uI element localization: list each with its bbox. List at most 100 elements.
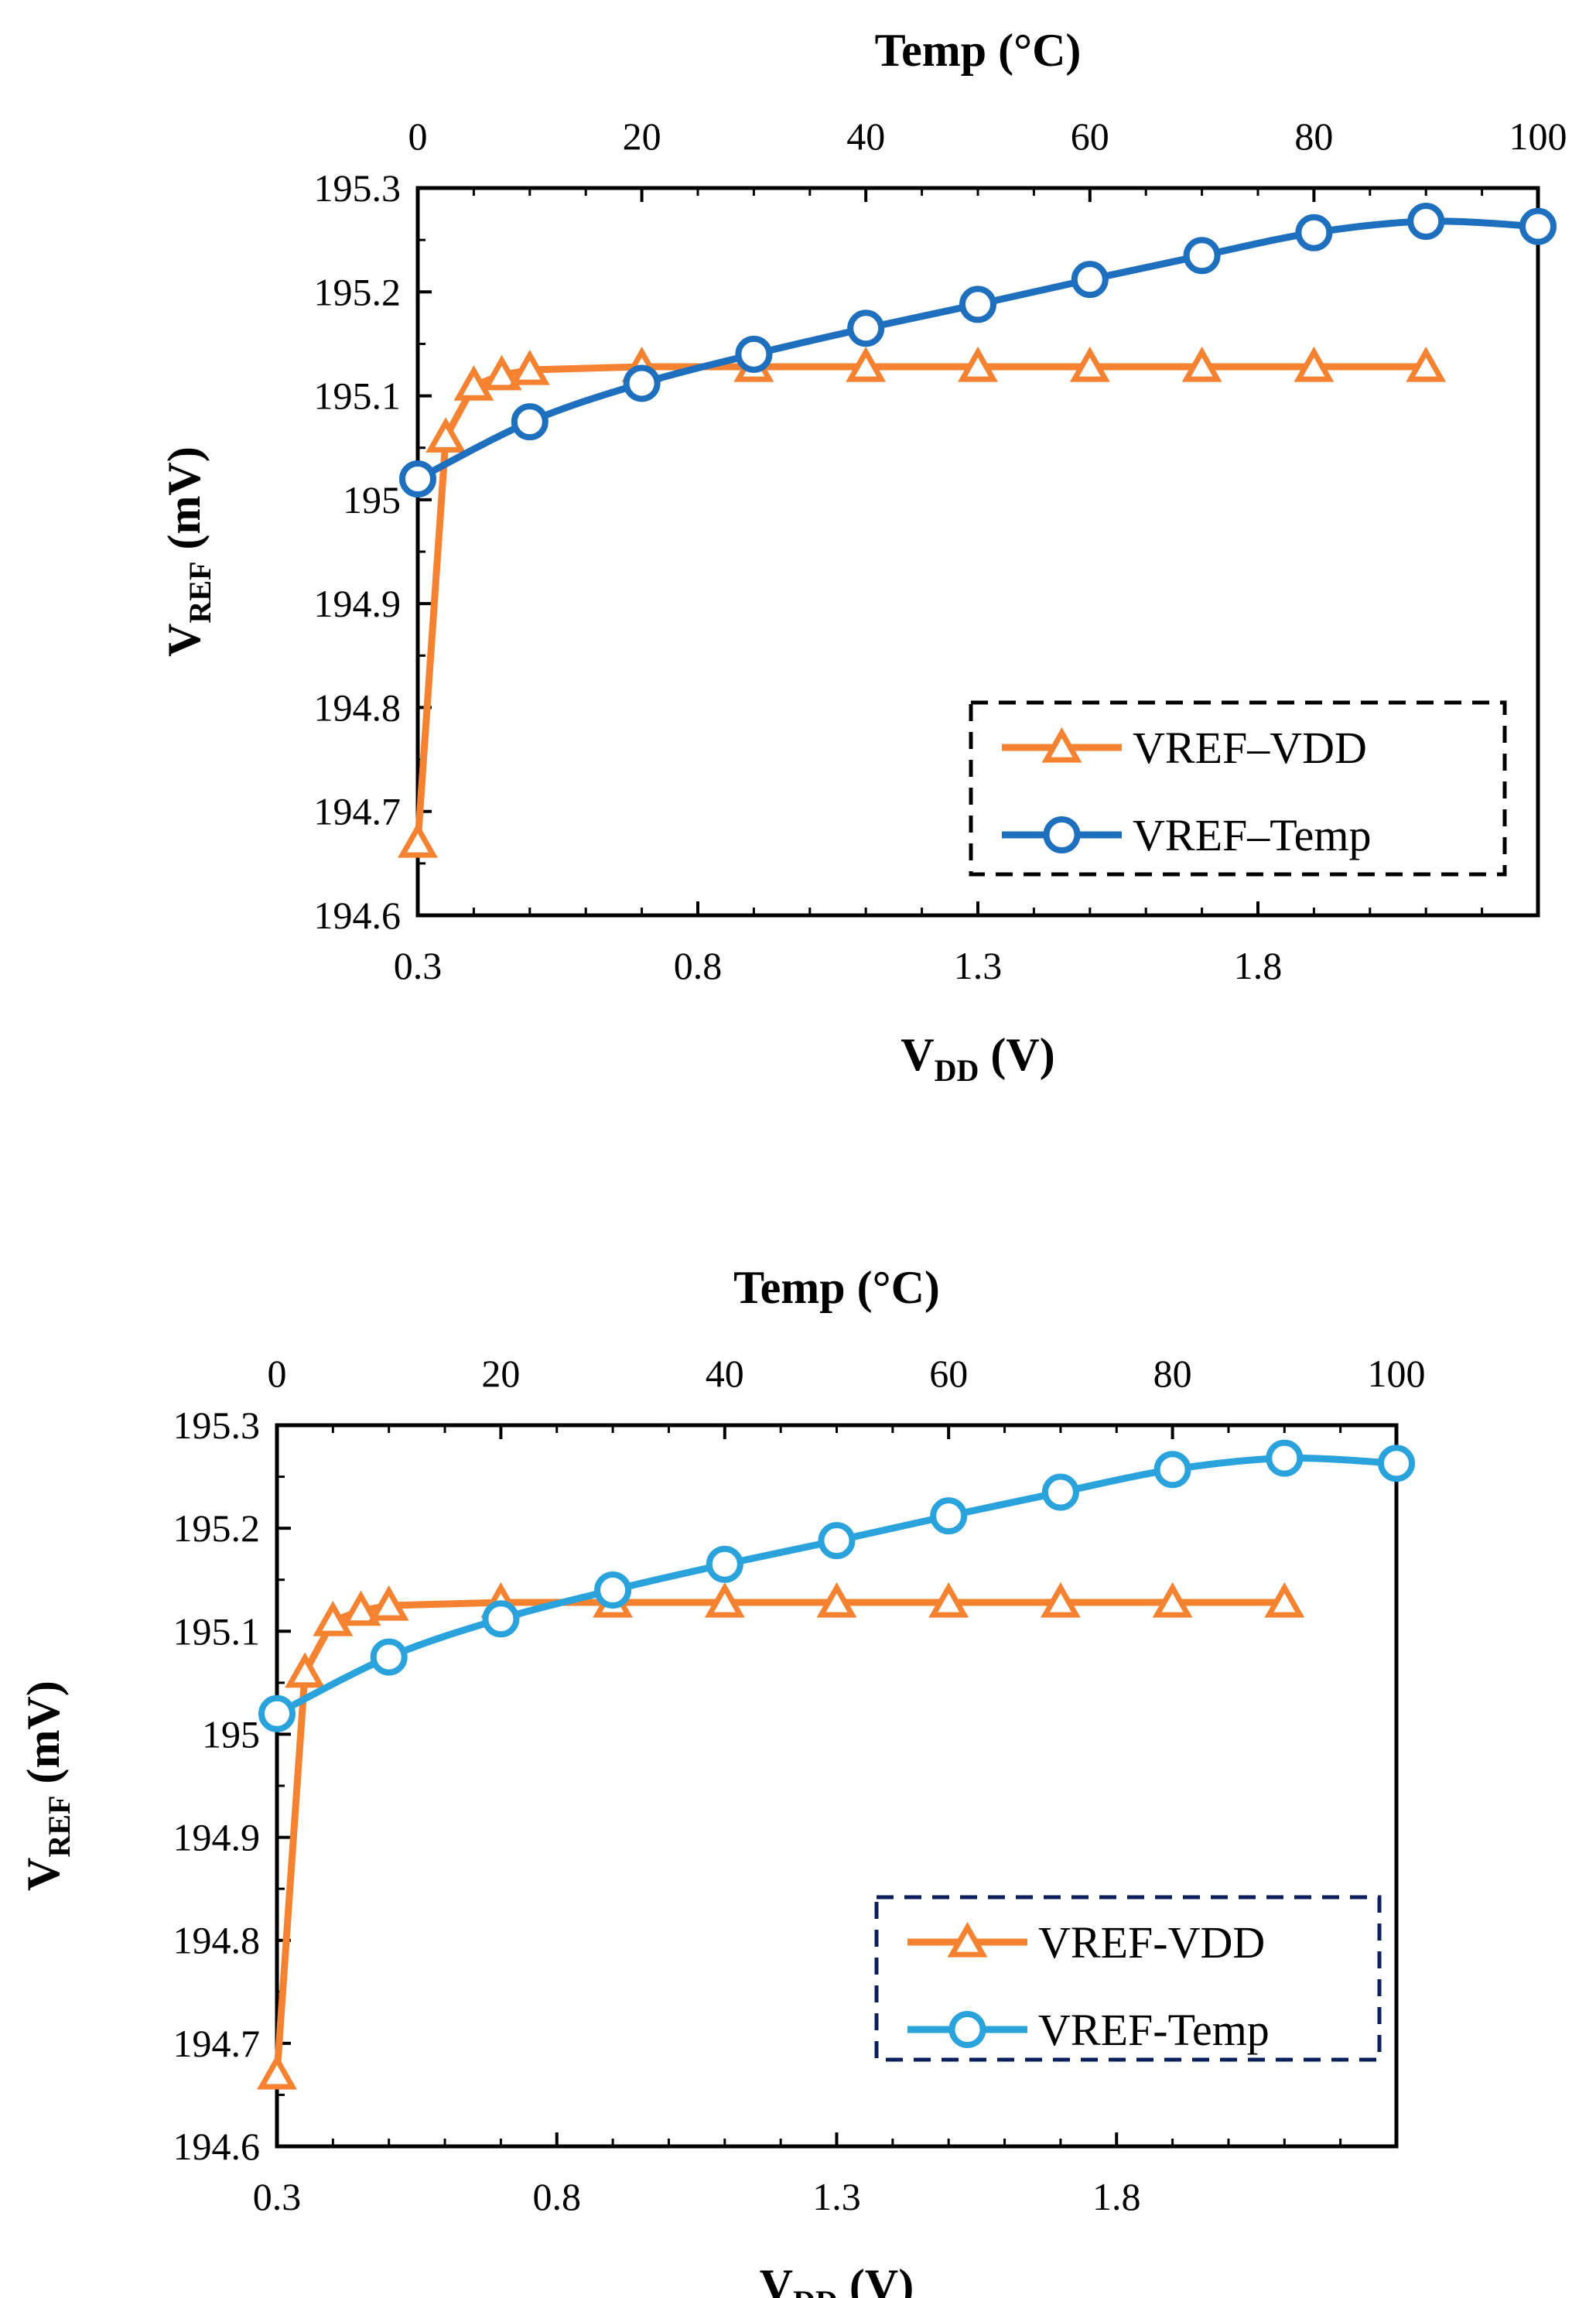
y-tick-label: 194.9 (314, 582, 402, 625)
data-point (258, 1694, 296, 1732)
y-tick-label: 194.9 (173, 1816, 261, 1859)
y-tick-label: 194.8 (314, 686, 402, 729)
y-tick-label: 195.1 (173, 1609, 261, 1653)
series-temp (399, 202, 1557, 498)
x-axis-title-main: V (760, 2260, 793, 2298)
y-axis-title-sub: REF (183, 561, 217, 623)
top-axis-title: Temp (°C) (733, 1262, 940, 1313)
y-axis-title-main: V (159, 623, 210, 656)
legend: VREF-VDD VREF-Temp (874, 1895, 1382, 2062)
top-tick-label: 60 (929, 1352, 968, 1395)
chart-bottom: 194.6 194.7 194.8 194.9 195 195.1 195.2 195.3 0.… (18, 1262, 1426, 2298)
data-point (1153, 1451, 1191, 1489)
data-point (1519, 207, 1557, 245)
data-point (1041, 1473, 1079, 1511)
data-point (1040, 1582, 1081, 1618)
x-axis-title-sub: DD (935, 1053, 979, 1088)
data-point (399, 460, 436, 498)
y-tick-label: 194.7 (314, 790, 402, 833)
data-point (928, 1582, 969, 1618)
x-axis-title-tail: (V) (838, 2260, 914, 2298)
top-tick-label: 100 (1368, 1352, 1426, 1395)
y-tick-label: 195.2 (173, 1506, 261, 1550)
x-tick-label: 1.8 (1092, 2175, 1141, 2218)
data-point (1295, 214, 1333, 251)
data-point (481, 354, 522, 391)
data-point (340, 1590, 381, 1626)
data-point (1378, 1445, 1415, 1482)
chart-top: 194.6 194.7 194.8 194.9 195 195.1 195.2 195.3 0.… (159, 25, 1567, 1088)
top-tick-label: 100 (1509, 115, 1567, 158)
legend-label: VREF-VDD (1038, 1917, 1265, 1968)
y-axis-title-main: V (18, 1857, 69, 1890)
top-tick-label: 20 (623, 115, 661, 158)
legend-label: VREF–VDD (1133, 723, 1367, 773)
y-axis-title-sub: REF (42, 1795, 77, 1857)
data-point (1183, 237, 1221, 275)
data-point (1294, 346, 1335, 382)
top-tick-label: 0 (268, 1352, 287, 1395)
legend: VREF–VDD VREF–Temp (969, 700, 1507, 877)
x-axis-title-sub: DD (793, 2284, 838, 2298)
y-tick-label: 195 (343, 478, 401, 521)
x-axis-title: VDD (V) (901, 1029, 1054, 1088)
data-point (313, 1600, 354, 1636)
data-point (847, 309, 885, 347)
top-tick-label: 40 (706, 1352, 744, 1395)
y-tick-label: 194.8 (173, 1919, 261, 1962)
top-tick-label: 40 (846, 115, 885, 158)
x-tick-label: 0.3 (394, 944, 443, 987)
data-point (1152, 1582, 1193, 1618)
data-point (453, 365, 494, 401)
x-tick-label: 1.8 (1234, 944, 1283, 987)
data-point (1181, 346, 1222, 382)
y-tick-label: 194.7 (173, 2022, 261, 2065)
top-axis-title: Temp (°C) (875, 25, 1082, 76)
data-point (482, 1600, 520, 1638)
data-point (623, 364, 661, 402)
data-point (706, 1545, 743, 1583)
y-tick-label: 195 (202, 1712, 260, 1756)
x-tick-label: 0.8 (674, 944, 723, 987)
y-tick-label: 195.3 (314, 166, 402, 210)
legend-swatch-marker (947, 1921, 988, 1958)
top-tick-label: 80 (1153, 1352, 1192, 1395)
data-point (285, 1652, 326, 1688)
data-point (594, 1571, 632, 1609)
data-point (1069, 346, 1110, 382)
x-tick-label: 1.3 (812, 2175, 861, 2218)
data-point (511, 403, 549, 441)
y-axis-title-tail: (mV) (18, 1681, 69, 1795)
data-point (1406, 346, 1447, 382)
data-point (1407, 202, 1445, 240)
y-tick-label: 195.1 (314, 374, 402, 418)
x-tick-label: 1.3 (954, 944, 1003, 987)
data-point (704, 1582, 745, 1618)
y-tick-label: 195.3 (173, 1404, 261, 1447)
top-tick-label: 0 (408, 115, 428, 158)
top-tick-label: 80 (1294, 115, 1333, 158)
x-axis-title: VDD (V) (760, 2260, 914, 2298)
top-tick-label: 20 (481, 1352, 520, 1395)
legend-swatch-marker (948, 2011, 986, 2048)
legend-label: VREF-Temp (1038, 2005, 1270, 2055)
data-point (368, 1585, 409, 1621)
x-tick-label: 0.3 (253, 2175, 302, 2218)
x-axis-title-tail: (V) (979, 1029, 1054, 1080)
data-point (425, 417, 466, 453)
x-axis-title-main: V (901, 1029, 934, 1080)
y-tick-label: 195.2 (314, 270, 402, 313)
y-axis-title: VREF (mV) (159, 446, 217, 657)
y-axis-title: VREF (mV) (18, 1681, 77, 1891)
data-point (1266, 1439, 1304, 1477)
data-point (509, 349, 550, 385)
data-point (930, 1497, 968, 1535)
y-tick-label: 194.6 (314, 894, 402, 937)
x-tick-label: 0.8 (533, 2175, 582, 2218)
y-axis-title-tail: (mV) (159, 446, 210, 561)
legend-swatch-marker (1043, 816, 1081, 853)
data-point (257, 2053, 297, 2090)
top-tick-label: 60 (1071, 115, 1109, 158)
data-point (959, 286, 996, 323)
